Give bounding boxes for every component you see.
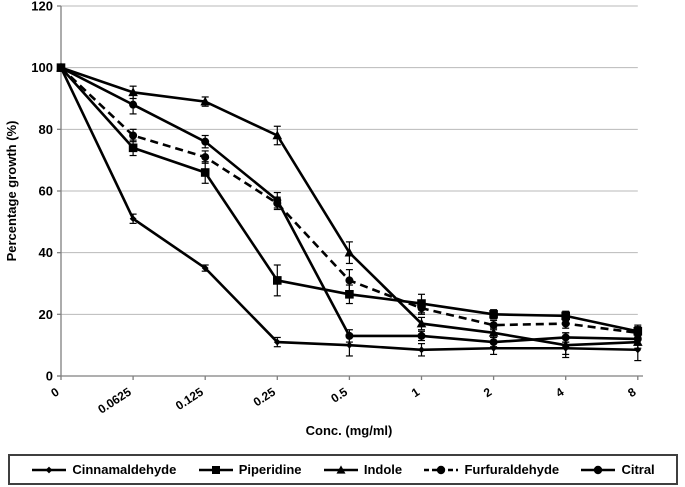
- marker-circle: [129, 100, 138, 109]
- marker-triangle: [416, 318, 427, 328]
- marker-circle: [201, 153, 210, 162]
- marker-circle: [417, 331, 426, 340]
- legend-item-piperidine: Piperidine: [198, 462, 302, 477]
- x-tick-label: 2: [481, 385, 494, 401]
- legend-item-indole: Indole: [323, 462, 402, 477]
- x-tick-label: 0.125: [173, 385, 206, 413]
- marker-square: [345, 289, 354, 299]
- marker-circle: [417, 304, 426, 313]
- marker-square: [200, 168, 210, 177]
- legend-marker-circle-icon: [424, 465, 459, 474]
- legend-marker-diamond-icon: [32, 466, 67, 473]
- marker-square: [561, 311, 570, 321]
- series-line-cinnamaldehyde: [59, 67, 638, 352]
- y-axis-title: Percentage growth (%): [4, 121, 19, 262]
- legend-marker-circle-icon: [581, 465, 616, 474]
- marker-triangle: [200, 96, 210, 106]
- y-tick-label: 40: [39, 245, 53, 260]
- legend-item-citral: Citral: [580, 462, 655, 477]
- marker-square: [273, 276, 282, 285]
- x-tick-label: 1: [409, 385, 422, 401]
- x-tick-label: 8: [625, 385, 638, 401]
- legend-label: Piperidine: [238, 462, 302, 477]
- marker-circle: [345, 276, 354, 285]
- y-tick-label: 60: [39, 184, 53, 199]
- marker-circle: [57, 63, 65, 72]
- legend-item-furfuraldehyde: Furfuraldehyde: [423, 462, 559, 477]
- marker-triangle: [128, 87, 138, 97]
- marker-circle: [345, 331, 354, 340]
- marker-triangle: [272, 130, 283, 140]
- legend-label: Citral: [621, 462, 655, 477]
- growth-line-chart: 0 20 40 60 80 100 120 0 0.0625 0.125 0.25 0.5 1 2 4 8 C…: [4, 0, 643, 438]
- marker-diamond: [129, 215, 137, 223]
- marker-diamond: [490, 344, 497, 352]
- x-tick-label: 0: [48, 385, 61, 401]
- legend-label: Indole: [363, 462, 403, 477]
- marker-circle: [633, 328, 642, 337]
- x-tick-label: 0.25: [251, 385, 278, 410]
- marker-circle: [201, 137, 210, 146]
- legend-marker-square-icon: [198, 465, 233, 474]
- marker-square: [417, 299, 426, 308]
- marker-circle: [273, 196, 282, 205]
- y-tick-label: 20: [39, 307, 53, 322]
- plot-area: 0 20 40 60 80 100 120 0 0.0625 0.125 0.25 0.5 1 2 4 8: [31, 0, 643, 417]
- marker-square: [128, 143, 138, 153]
- marker-circle: [489, 338, 498, 347]
- marker-square: [489, 310, 498, 319]
- marker-circle: [561, 319, 570, 328]
- marker-diamond: [418, 346, 425, 354]
- legend-label: Cinnamaldehyde: [72, 462, 177, 477]
- x-tick-label: 4: [553, 385, 566, 401]
- y-tick-label: 80: [39, 122, 53, 137]
- legend: Cinnamaldehyde Piperidine Indole Furfuralde…: [8, 454, 678, 485]
- marker-triangle: [344, 247, 355, 257]
- marker-triangle: [488, 327, 499, 337]
- marker-circle: [561, 333, 570, 342]
- marker-circle: [489, 321, 498, 330]
- y-tick-label: 100: [31, 60, 53, 75]
- y-tick-label: 120: [31, 0, 53, 14]
- legend-marker-triangle-icon: [323, 464, 358, 474]
- marker-diamond: [273, 338, 281, 346]
- marker-diamond: [346, 341, 353, 349]
- legend-item-cinnamaldehyde: Cinnamaldehyde: [31, 462, 176, 477]
- marker-triangle: [560, 340, 571, 349]
- legend-label: Furfuraldehyde: [464, 462, 560, 477]
- x-tick-label: 0.5: [328, 385, 350, 406]
- marker-diamond: [201, 264, 209, 272]
- marker-diamond: [634, 346, 642, 354]
- x-tick-label: 0.0625: [95, 385, 134, 417]
- marker-circle: [633, 335, 642, 343]
- x-axis-title: Conc. (mg/ml): [306, 423, 393, 438]
- y-tick-label: 0: [46, 369, 53, 384]
- marker-circle: [129, 131, 138, 140]
